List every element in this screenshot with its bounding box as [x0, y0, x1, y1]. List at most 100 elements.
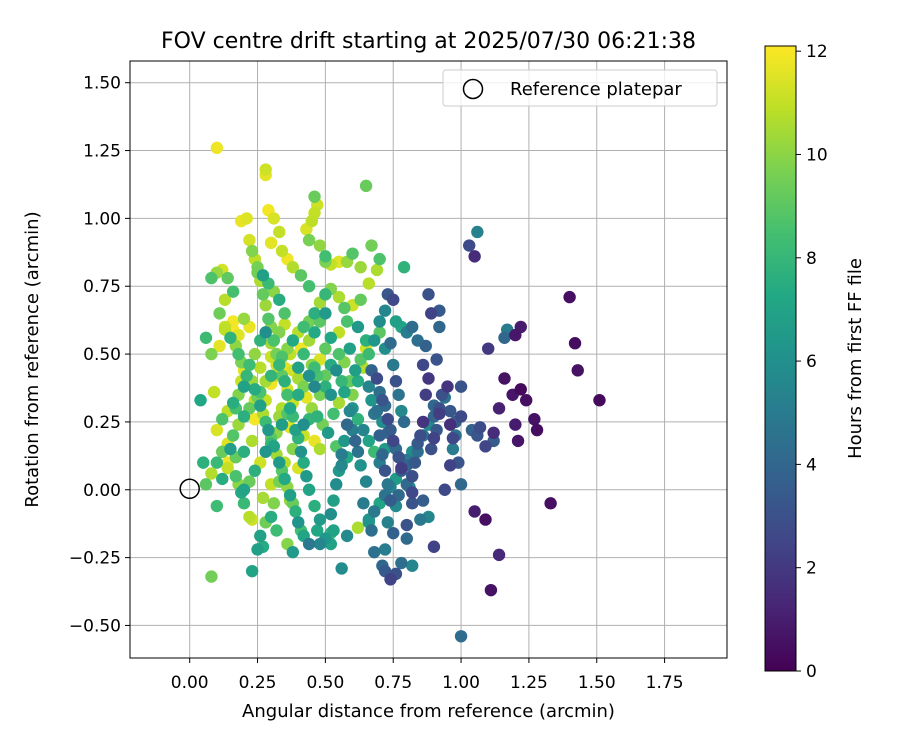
- data-point: [245, 564, 259, 578]
- data-point: [498, 331, 511, 344]
- data-point: [254, 361, 267, 374]
- y-tick-label: 0.50: [83, 345, 121, 365]
- x-tick-label: 0.50: [306, 673, 344, 693]
- data-point: [205, 347, 218, 361]
- legend: Reference platepar: [442, 69, 718, 107]
- data-point: [414, 513, 427, 526]
- x-tick-label: 0.75: [374, 673, 412, 693]
- data-point: [210, 423, 224, 437]
- data-point: [278, 307, 291, 320]
- data-point: [221, 271, 234, 285]
- data-point: [256, 269, 270, 282]
- y-tick-label: 0.00: [83, 481, 121, 501]
- data-point: [302, 369, 316, 382]
- data-point: [259, 163, 272, 176]
- data-point: [205, 271, 218, 285]
- data-point: [199, 331, 213, 344]
- data-point: [362, 380, 375, 393]
- data-point: [335, 459, 348, 472]
- data-point: [256, 491, 270, 505]
- data-points: [194, 141, 606, 643]
- data-point: [278, 472, 291, 486]
- data-point: [259, 299, 272, 312]
- data-point: [446, 431, 460, 445]
- chart-title: FOV centre drift starting at 2025/07/30 …: [161, 29, 696, 54]
- data-point: [468, 250, 481, 263]
- data-point: [438, 483, 451, 496]
- data-point: [519, 394, 533, 407]
- data-point: [368, 505, 381, 518]
- data-point: [414, 429, 427, 442]
- data-point: [308, 190, 321, 203]
- data-point: [216, 472, 229, 486]
- data-point: [454, 410, 468, 423]
- data-point: [395, 461, 408, 475]
- data-point: [340, 529, 354, 543]
- data-point: [362, 277, 375, 290]
- data-point: [313, 239, 327, 252]
- x-tick-label: 1.00: [442, 673, 480, 693]
- data-point: [530, 423, 544, 437]
- data-point: [479, 513, 492, 526]
- data-point: [387, 358, 400, 372]
- data-point: [264, 369, 278, 382]
- data-point: [392, 388, 405, 401]
- data-point: [286, 545, 300, 559]
- data-point: [392, 450, 405, 464]
- colorbar-tick-label: 12: [806, 42, 828, 62]
- data-point: [256, 288, 270, 301]
- data-point: [454, 380, 468, 393]
- colorbar-tick-label: 4: [806, 455, 817, 475]
- data-point: [251, 543, 264, 556]
- data-point: [362, 434, 375, 448]
- data-point: [419, 388, 432, 401]
- data-point: [425, 442, 438, 456]
- data-point: [416, 415, 430, 429]
- data-point: [278, 375, 291, 388]
- data-point: [381, 478, 394, 491]
- data-point: [327, 407, 340, 420]
- data-point: [338, 434, 351, 448]
- data-point: [568, 337, 582, 350]
- x-tick-label: 1.25: [510, 673, 548, 693]
- data-point: [262, 423, 275, 437]
- data-point: [205, 467, 218, 480]
- data-point: [378, 543, 392, 556]
- data-point: [468, 505, 481, 518]
- data-point: [205, 570, 218, 583]
- data-point: [262, 312, 275, 325]
- data-point: [245, 434, 259, 448]
- data-point: [273, 225, 286, 239]
- data-point: [373, 315, 386, 328]
- data-point: [286, 334, 300, 347]
- data-point: [267, 334, 281, 347]
- data-point: [324, 331, 338, 344]
- data-point: [297, 320, 310, 334]
- data-point: [384, 337, 397, 350]
- data-point: [286, 261, 300, 274]
- data-point: [340, 315, 354, 328]
- data-point: [210, 456, 224, 469]
- data-point: [373, 252, 386, 266]
- data-point: [384, 494, 397, 507]
- colorbar: 0 2 4 6 8 10 12 Hours from first FF file: [764, 42, 866, 682]
- data-point: [311, 410, 324, 423]
- data-point: [387, 526, 400, 540]
- data-point: [370, 263, 384, 277]
- data-point: [406, 559, 419, 572]
- data-point: [254, 529, 267, 543]
- data-point: [362, 347, 375, 361]
- data-point: [498, 372, 511, 385]
- data-point: [327, 524, 340, 537]
- data-point: [359, 475, 373, 488]
- data-point: [283, 488, 297, 502]
- data-point: [408, 456, 422, 469]
- data-point: [237, 497, 251, 510]
- data-point: [273, 293, 286, 306]
- data-point: [395, 556, 408, 570]
- data-point: [292, 516, 305, 529]
- colorbar-ticks: 0 2 4 6 8 10 12: [796, 42, 828, 682]
- data-point: [387, 293, 400, 306]
- data-point: [302, 280, 316, 293]
